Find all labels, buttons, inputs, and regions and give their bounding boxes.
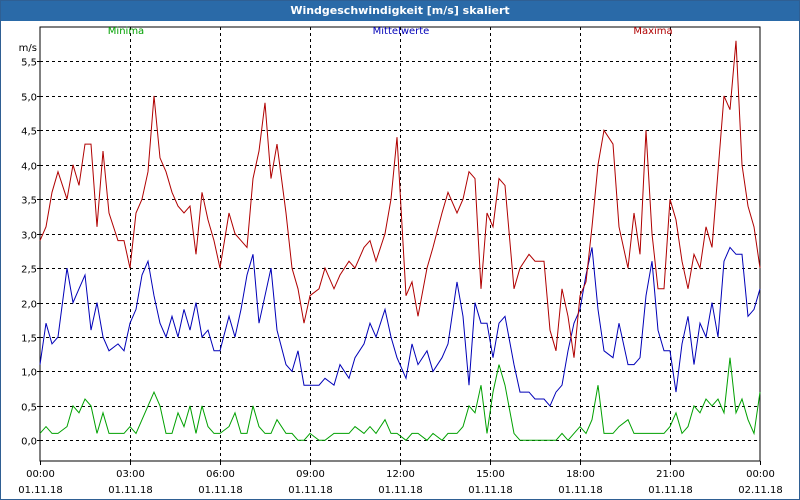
- chart-canvas: 0,0 0,5 1,0 1,5 2,0 2,5 3,0 3,5 4,0 4,5 5,0 5,5 m/s 0…: [18, 26, 783, 496]
- y-tick-label: 3,5: [21, 196, 37, 207]
- y-tick-label: 0,0: [21, 437, 37, 448]
- y-tick-label: 4,5: [21, 127, 37, 138]
- series-lines: [39, 40, 761, 442]
- x-tick-date: 01.11.18: [648, 485, 693, 496]
- x-tick-time: 21:00: [656, 469, 685, 480]
- y-tick-label: 2,0: [21, 300, 37, 311]
- x-tick-date: 01.11.18: [108, 485, 153, 496]
- x-tick-time: 12:00: [386, 469, 415, 480]
- legend-minima: Minima: [108, 26, 144, 37]
- x-tick-date: 02.11.18: [738, 485, 783, 496]
- y-tick-label: 3,0: [21, 231, 37, 242]
- window-title: Windgeschwindigkeit [m/s] skaliert: [1, 1, 799, 21]
- legend-maxima: Maxima: [633, 26, 672, 37]
- y-tick-label: 5,5: [21, 58, 37, 69]
- tick-labels: 0,0 0,5 1,0 1,5 2,0 2,5 3,0 3,5 4,0 4,5 5,0 5,5 m/s 0…: [18, 43, 783, 496]
- x-tick-date: 01.11.18: [18, 485, 63, 496]
- y-tick-label: 2,5: [21, 265, 37, 276]
- y-tick-label: 1,0: [21, 368, 37, 379]
- y-tick-label: 1,5: [21, 334, 37, 345]
- x-tick-time: 00:00: [26, 469, 55, 480]
- x-tick-date: 01.11.18: [468, 485, 513, 496]
- x-tick-time: 18:00: [566, 469, 595, 480]
- grid: [40, 27, 760, 461]
- y-axis-label: m/s: [19, 43, 37, 54]
- y-tick-label: 0,5: [21, 403, 37, 414]
- series-line-maxima: [39, 40, 761, 358]
- x-tick-time: 00:00: [746, 469, 775, 480]
- x-tick-time: 09:00: [296, 469, 325, 480]
- x-tick-time: 03:00: [116, 469, 145, 480]
- x-tick-time: 06:00: [206, 469, 235, 480]
- series-line-mittelwerte: [39, 246, 761, 407]
- x-tick-date: 01.11.18: [558, 485, 603, 496]
- x-tick-date: 01.11.18: [378, 485, 423, 496]
- legend: Minima Mittelwerte Maxima: [108, 26, 673, 37]
- x-tick-date: 01.11.18: [198, 485, 243, 496]
- axes: [37, 26, 761, 465]
- legend-mittelwerte: Mittelwerte: [373, 26, 430, 37]
- x-tick-date: 01.11.18: [288, 485, 333, 496]
- y-tick-label: 5,0: [21, 93, 37, 104]
- x-tick-time: 15:00: [476, 469, 505, 480]
- series-line-minima: [39, 357, 761, 442]
- y-tick-label: 4,0: [21, 162, 37, 173]
